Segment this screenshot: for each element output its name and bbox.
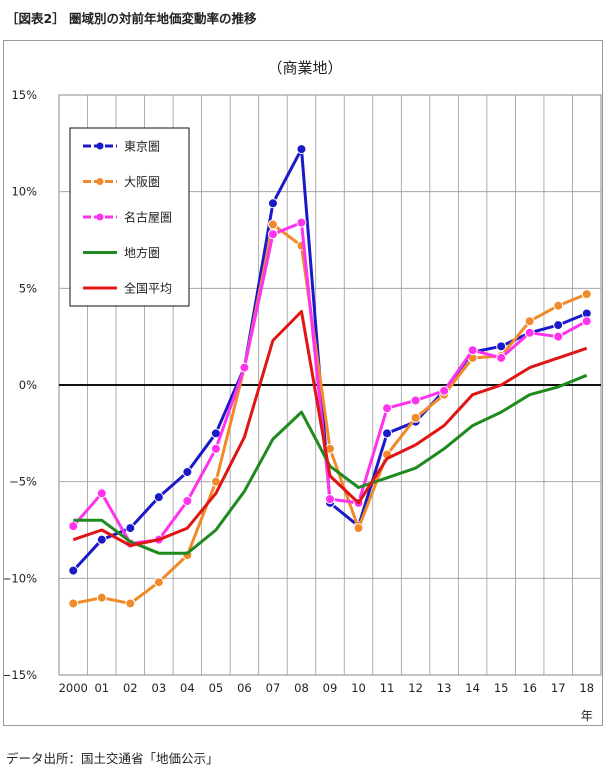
x-tick-label: 11 [380, 681, 395, 695]
x-tick-label: 07 [266, 681, 281, 695]
x-tick-label: 01 [94, 681, 109, 695]
x-tick-label: 17 [551, 681, 566, 695]
figure-title: ［図表2］ 圏域別の対前年地価変動率の推移 [6, 11, 257, 26]
data-point [467, 345, 478, 356]
data-point [382, 428, 393, 439]
data-point [125, 598, 136, 609]
data-point [267, 219, 278, 230]
series-5 [72, 310, 588, 547]
x-tick-label: 04 [180, 681, 195, 695]
legend-label: 地方圏 [124, 245, 160, 260]
data-point [410, 395, 421, 406]
x-tick-label: 12 [408, 681, 423, 695]
x-tick-label: 03 [152, 681, 167, 695]
data-point [210, 443, 221, 454]
data-point [296, 144, 307, 155]
data-point [553, 300, 564, 311]
legend-label: 名古屋圏 [124, 210, 172, 225]
chart-frame: （商業地） 15% 10% 5% 0% −5% −10% −15% 2000 01 02 03 04 05… [2, 40, 603, 726]
x-tick-label: 2000 [59, 681, 88, 695]
data-point [439, 385, 450, 396]
data-point [581, 289, 592, 300]
y-tick-label: 0% [19, 378, 37, 392]
data-point [353, 523, 364, 534]
x-unit-label: 年 [581, 709, 593, 723]
legend-item: 東京圏 [83, 140, 160, 154]
legend-item: 全国平均 [83, 281, 172, 296]
data-point [68, 521, 79, 532]
series-line [72, 310, 588, 547]
data-point [153, 492, 164, 503]
data-point [325, 494, 335, 505]
data-point [410, 412, 421, 423]
x-tick-label: 09 [323, 681, 338, 695]
y-tick-label: −5% [9, 475, 37, 489]
y-tick-label: −15% [4, 668, 37, 682]
line-chart: （商業地） 15% 10% 5% 0% −5% −10% −15% 2000 01 02 03 04 05… [2, 59, 602, 723]
data-point [96, 488, 107, 499]
y-tick-label: 10% [11, 185, 37, 199]
x-tick-label: 06 [237, 681, 252, 695]
data-point [581, 316, 592, 327]
source-note: データ出所：国土交通省「地価公示」 [6, 751, 219, 766]
x-tick-label: 10 [351, 681, 366, 695]
legend-item: 大阪圏 [83, 175, 160, 189]
data-point [267, 229, 278, 240]
data-point [68, 565, 79, 576]
x-tick-label: 13 [437, 681, 452, 695]
data-point [125, 523, 136, 534]
legend-marker [96, 178, 104, 185]
x-tick-label: 16 [522, 681, 537, 695]
chart-title: （商業地） [267, 59, 342, 77]
data-point [267, 198, 278, 209]
data-point [382, 403, 393, 414]
series-line [73, 373, 588, 555]
data-point [68, 598, 79, 609]
legend-marker [96, 142, 104, 150]
data-point [496, 352, 507, 363]
y-tick-label: −10% [4, 571, 37, 585]
x-tick-label: 14 [465, 681, 480, 695]
series-4 [73, 373, 588, 555]
data-point [96, 592, 107, 603]
x-tick-label: 15 [494, 681, 509, 695]
y-tick-label: 5% [19, 281, 37, 295]
x-tick-label: 08 [294, 681, 309, 695]
legend-item: 地方圏 [83, 245, 160, 260]
data-point [182, 467, 193, 477]
data-point [182, 496, 193, 506]
legend-marker [96, 213, 104, 221]
x-tick-label: 05 [209, 681, 224, 695]
x-tick-label: 02 [123, 681, 138, 695]
legend-item: 名古屋圏 [83, 210, 172, 225]
y-tick-label: 15% [11, 88, 37, 102]
data-point [553, 320, 564, 331]
data-point [153, 577, 164, 588]
data-point [239, 362, 250, 373]
legend-label: 全国平均 [124, 281, 172, 296]
x-tick-label: 18 [579, 681, 594, 695]
data-point [96, 534, 107, 545]
legend-label: 東京圏 [124, 140, 160, 154]
data-point [553, 331, 564, 342]
data-point [524, 316, 535, 327]
data-point [296, 217, 307, 228]
data-point [524, 327, 535, 338]
data-point [496, 341, 507, 352]
legend-label: 大阪圏 [124, 175, 160, 189]
